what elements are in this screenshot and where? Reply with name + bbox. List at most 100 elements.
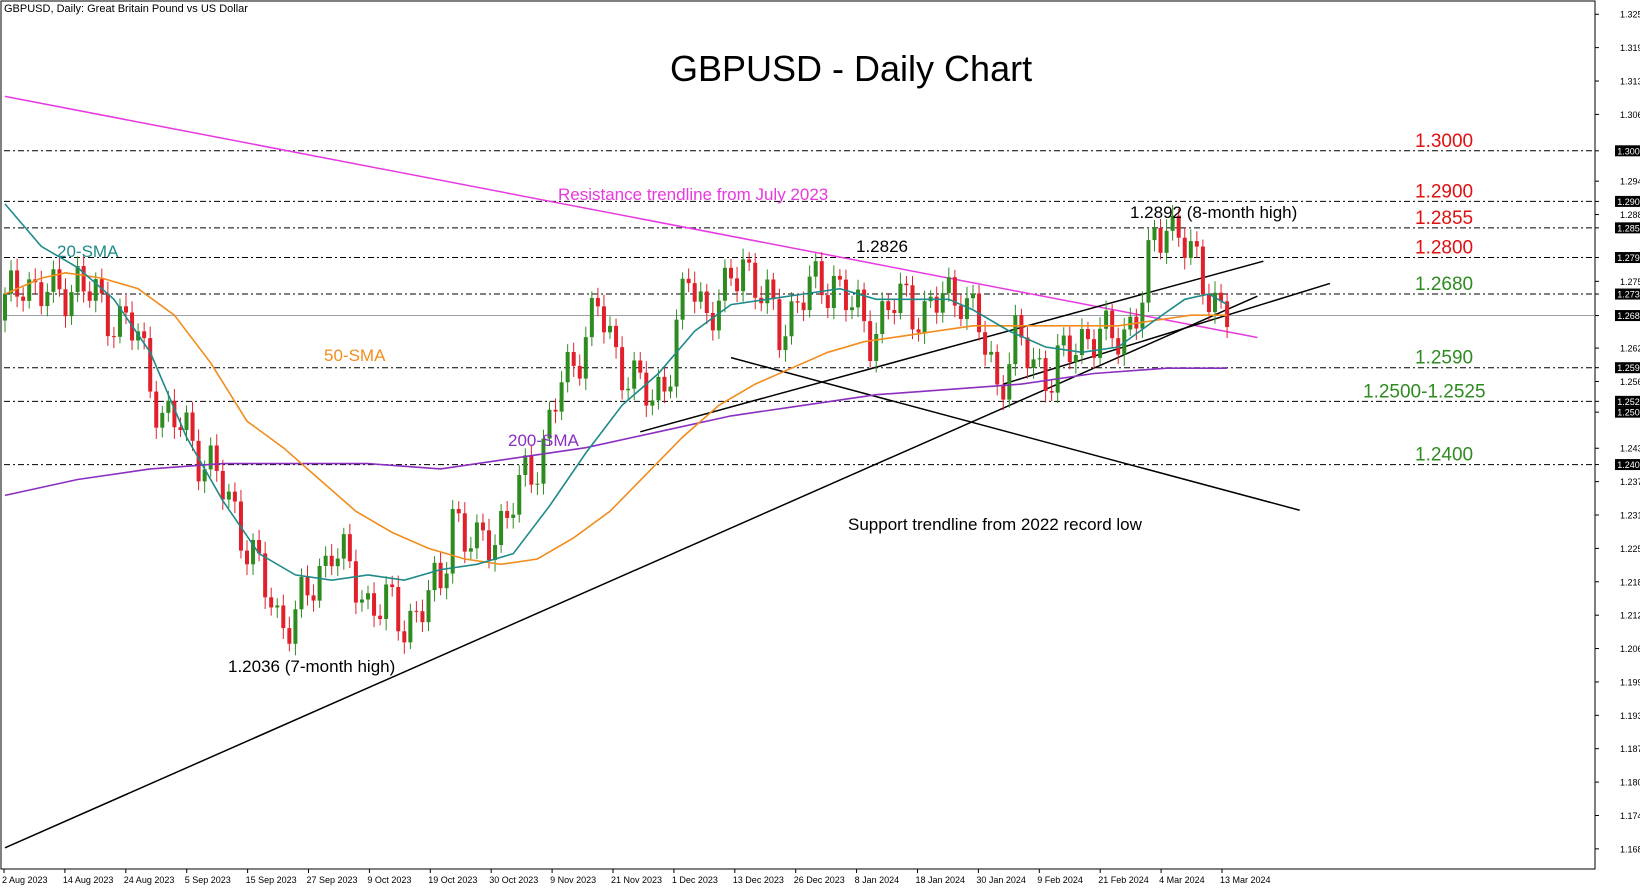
candle-body	[511, 514, 516, 518]
y-tick-label: 1.28549	[1617, 223, 1640, 233]
candle-body	[789, 301, 794, 337]
candle-body	[589, 297, 594, 338]
candle-body	[420, 611, 425, 623]
y-tick-label: 1.32580	[1620, 10, 1640, 20]
peak-annotation: 1.2826	[856, 237, 908, 256]
price-tag-box	[1615, 406, 1640, 418]
candle-body	[172, 400, 177, 428]
candle-body	[142, 331, 147, 339]
y-tick-label: 1.27300	[1617, 290, 1640, 300]
candle-body	[692, 283, 697, 302]
candle-body	[638, 360, 643, 373]
y-tick-label: 1.26894	[1617, 311, 1640, 321]
candle-body	[311, 595, 316, 601]
candle-body	[662, 376, 667, 392]
price-tag-box	[1615, 362, 1640, 374]
candle-body	[989, 351, 994, 355]
candle-body	[1085, 329, 1090, 340]
price-tag-box	[1615, 195, 1640, 207]
candle-body	[251, 539, 256, 565]
y-tick-label: 1.25650	[1620, 377, 1640, 387]
candle-body	[614, 325, 619, 348]
resistance-annotation: Resistance trendline from July 2023	[558, 185, 828, 204]
candle-body	[93, 279, 98, 301]
x-tick-label: 9 Feb 2024	[1037, 875, 1083, 885]
candle-body	[995, 351, 1000, 385]
candle-body	[1007, 364, 1012, 400]
candle-body	[39, 282, 44, 307]
x-tick-label: 30 Jan 2024	[976, 875, 1026, 885]
candle-body	[819, 261, 824, 296]
x-tick-label: 26 Dec 2023	[794, 875, 845, 885]
price-tag-box	[1615, 252, 1640, 264]
candle-body	[462, 513, 467, 552]
candle-body	[795, 301, 800, 303]
level-label: 1.3000	[1415, 131, 1473, 152]
x-tick-label: 24 Aug 2023	[124, 875, 175, 885]
candle-body	[535, 483, 540, 485]
chart-title: GBPUSD - Daily Chart	[670, 48, 1033, 89]
candle-body	[1001, 384, 1006, 400]
candle-body	[1188, 241, 1193, 258]
candle-body	[444, 573, 449, 589]
candle-body	[983, 332, 988, 355]
candle-body	[1098, 328, 1103, 358]
candle-body	[293, 609, 298, 644]
candle-body	[287, 628, 292, 644]
candle-body	[559, 382, 564, 412]
candle-body	[263, 553, 268, 598]
candle-body	[505, 510, 510, 518]
candle-body	[124, 306, 128, 313]
candle-body	[214, 445, 219, 471]
candle-body	[117, 306, 122, 337]
candle-body	[245, 550, 249, 565]
candle-body	[601, 306, 606, 333]
candle-body	[880, 301, 885, 335]
x-tick-label: 2 Aug 2023	[2, 875, 48, 885]
candle-body	[1061, 335, 1066, 346]
candle-body	[372, 593, 377, 616]
candle-body	[63, 289, 68, 317]
candle-body	[1037, 358, 1042, 360]
x-tick-label: 1 Dec 2023	[672, 875, 718, 885]
candle-body	[220, 470, 225, 500]
low-annotation: 1.2036 (7-month high)	[228, 657, 395, 676]
candle-body	[450, 509, 455, 574]
y-tick-label: 1.22500	[1620, 544, 1640, 554]
candle-body	[87, 291, 92, 301]
candle-body	[704, 291, 709, 313]
candle-body	[1092, 339, 1096, 358]
x-tick-label: 13 Mar 2024	[1220, 875, 1271, 885]
y-tick-label: 1.19350	[1620, 711, 1640, 721]
channel-upper-trendline	[640, 260, 1264, 433]
plot-frame	[0, 0, 1596, 870]
candle-body	[1043, 358, 1048, 391]
y-tick-label: 1.28800	[1620, 210, 1640, 220]
y-tick-label: 1.31320	[1620, 77, 1640, 87]
candle-body	[1067, 335, 1072, 363]
channel-lower-trendline	[730, 356, 1300, 511]
candle-body	[438, 562, 443, 589]
candle-body	[904, 283, 909, 286]
candle-body	[299, 576, 304, 610]
candle-body	[517, 475, 522, 515]
price-tag-box	[1615, 288, 1640, 300]
candle-body	[1194, 241, 1199, 247]
candle-body	[45, 291, 50, 307]
candle-body	[347, 534, 352, 562]
candle-body	[499, 510, 504, 546]
candle-body	[27, 279, 32, 301]
y-tick-label: 1.30690	[1620, 110, 1640, 120]
x-tick-label: 4 Mar 2024	[1159, 875, 1205, 885]
candle-body	[595, 297, 600, 307]
y-tick-label: 1.25910	[1617, 363, 1640, 373]
candle-body	[493, 545, 498, 561]
candle-body	[1031, 359, 1036, 368]
y-tick-label: 1.20610	[1620, 644, 1640, 654]
candle-body	[547, 409, 552, 439]
x-tick-label: 27 Sep 2023	[307, 875, 358, 885]
candle-body	[99, 279, 104, 294]
sma200-annotation: 200-SMA	[508, 431, 580, 450]
candle-body	[3, 293, 7, 321]
